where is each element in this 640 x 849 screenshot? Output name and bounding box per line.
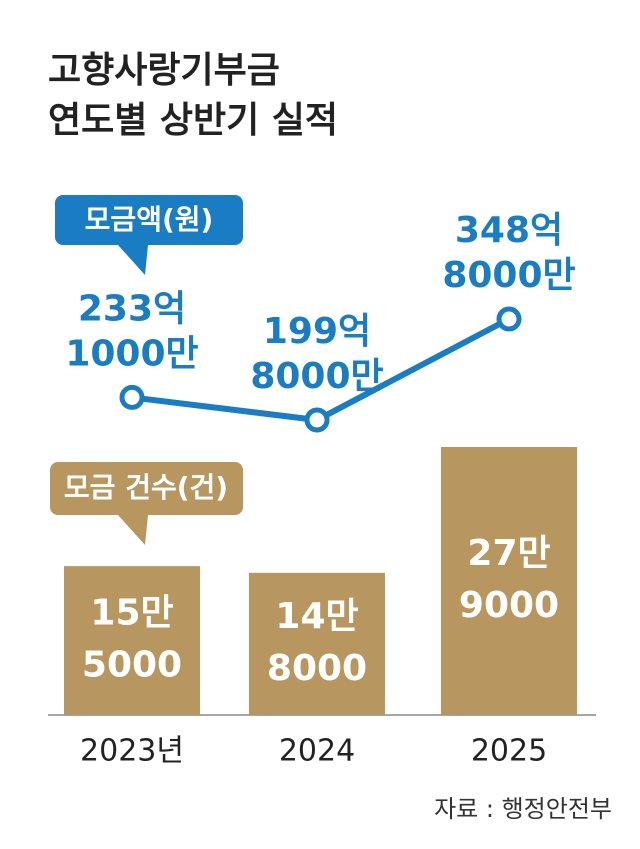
x-tick-label: 2025 [471, 734, 547, 769]
value-label: 8000 [267, 648, 367, 689]
point [119, 384, 145, 410]
value-label: 8000만 [250, 356, 383, 397]
chart-title: 고향사랑기부금 [48, 50, 280, 91]
value-label: 348억 [455, 210, 563, 251]
chart-title: 연도별 상반기 실적 [48, 100, 338, 141]
legend-callout [55, 195, 243, 275]
legend-label: 모금액(원) [85, 203, 214, 236]
x-tick-label: 2023년 [80, 734, 184, 769]
point [496, 306, 522, 332]
value-label: 27만 [467, 533, 550, 574]
value-label: 9000 [459, 585, 559, 626]
value-label: 199억 [263, 311, 371, 352]
value-label: 15만 [90, 593, 173, 634]
x-tick-label: 2024 [279, 734, 355, 769]
value-label: 8000만 [442, 255, 575, 296]
value-label: 1000만 [65, 333, 198, 374]
legend-label: 모금 건수(건) [64, 471, 228, 504]
bar [441, 447, 577, 715]
value-label: 14만 [275, 596, 358, 637]
bar [249, 572, 385, 715]
legend-callout [50, 462, 243, 545]
bar [64, 566, 200, 715]
source: 자료 : 행정안전부 [434, 795, 612, 823]
point [304, 407, 330, 433]
value-label: 233억 [78, 288, 186, 329]
value-label: 5000 [82, 645, 182, 686]
